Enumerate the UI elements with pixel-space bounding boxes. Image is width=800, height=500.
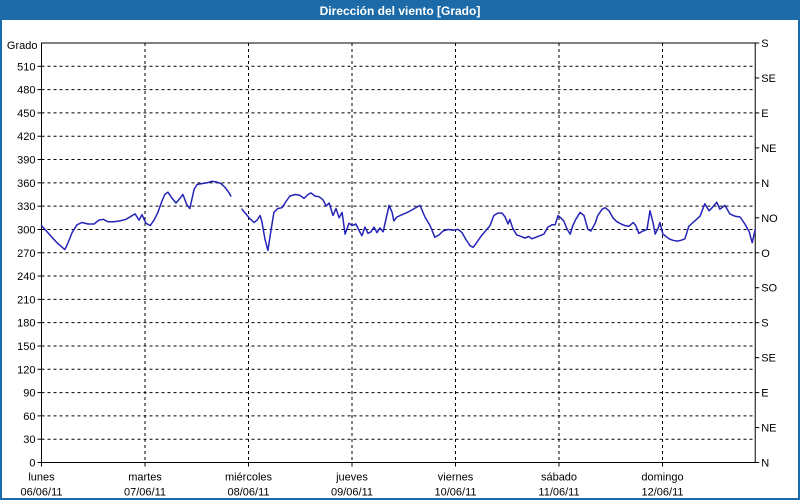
wind-direction-series [241,192,756,252]
compass-label: N [761,458,769,470]
titlebar: Dirección del viento [Grado] [2,2,798,20]
compass-label: O [761,248,770,260]
y-tick-label: 210 [17,294,35,306]
day-date-label: 10/06/11 [434,487,476,499]
compass-label: NE [761,143,776,155]
y-tick-label: 270 [17,248,35,260]
chart-title: Dirección del viento [Grado] [319,4,481,18]
day-date-label: 07/06/11 [124,487,166,499]
y-tick-label: 0 [29,458,35,470]
y-tick-label: 120 [17,364,35,376]
compass-label: SE [761,353,776,365]
compass-label: E [761,108,768,120]
compass-label: SO [761,283,777,295]
day-date-label: 12/06/11 [641,487,683,499]
y-tick-label: 330 [17,201,35,213]
y-tick-label: 150 [17,341,35,353]
day-date-label: 06/06/11 [20,487,62,499]
chart-area: Grado 0 30 60 90 120 150 180 210 240 270 300 330 360 3… [4,22,798,499]
compass-label: NO [761,213,778,225]
wind-direction-chart: Grado 0 30 60 90 120 150 180 210 240 270 300 330 360 3… [7,38,778,499]
y-tick-label: 60 [23,411,35,423]
compass-label: SE [761,73,776,85]
compass-label: S [761,318,768,330]
day-name-label: sábado [541,472,577,484]
day-name-label: viernes [438,472,474,484]
compass-label: E [761,388,768,400]
y-tick-label: 90 [23,388,35,400]
day-name-label: jueves [335,472,368,484]
compass-label: N [761,178,769,190]
y-axis-label: Grado [7,40,38,52]
compass-label: S [761,38,768,50]
y-tick-label: 480 [17,85,35,97]
y-tick-label: 420 [17,131,35,143]
y-tick-label: 180 [17,318,35,330]
y-tick-label: 390 [17,155,35,167]
y-tick-label: 450 [17,108,35,120]
y-tick-label: 300 [17,224,35,236]
day-name-label: martes [128,472,162,484]
day-date-label: 11/06/11 [538,487,579,499]
day-name-label: lunes [28,472,55,484]
y-tick-label: 30 [23,434,35,446]
wind-direction-series [40,180,232,251]
day-date-label: 08/06/11 [227,487,269,499]
compass-label: NE [761,423,776,435]
y-tick-label: 360 [17,178,35,190]
day-name-label: domingo [641,472,683,484]
y-tick-label: 240 [17,271,35,283]
day-name-label: miércoles [225,472,273,484]
y-tick-label: 510 [17,61,35,73]
day-date-label: 09/06/11 [331,487,373,499]
